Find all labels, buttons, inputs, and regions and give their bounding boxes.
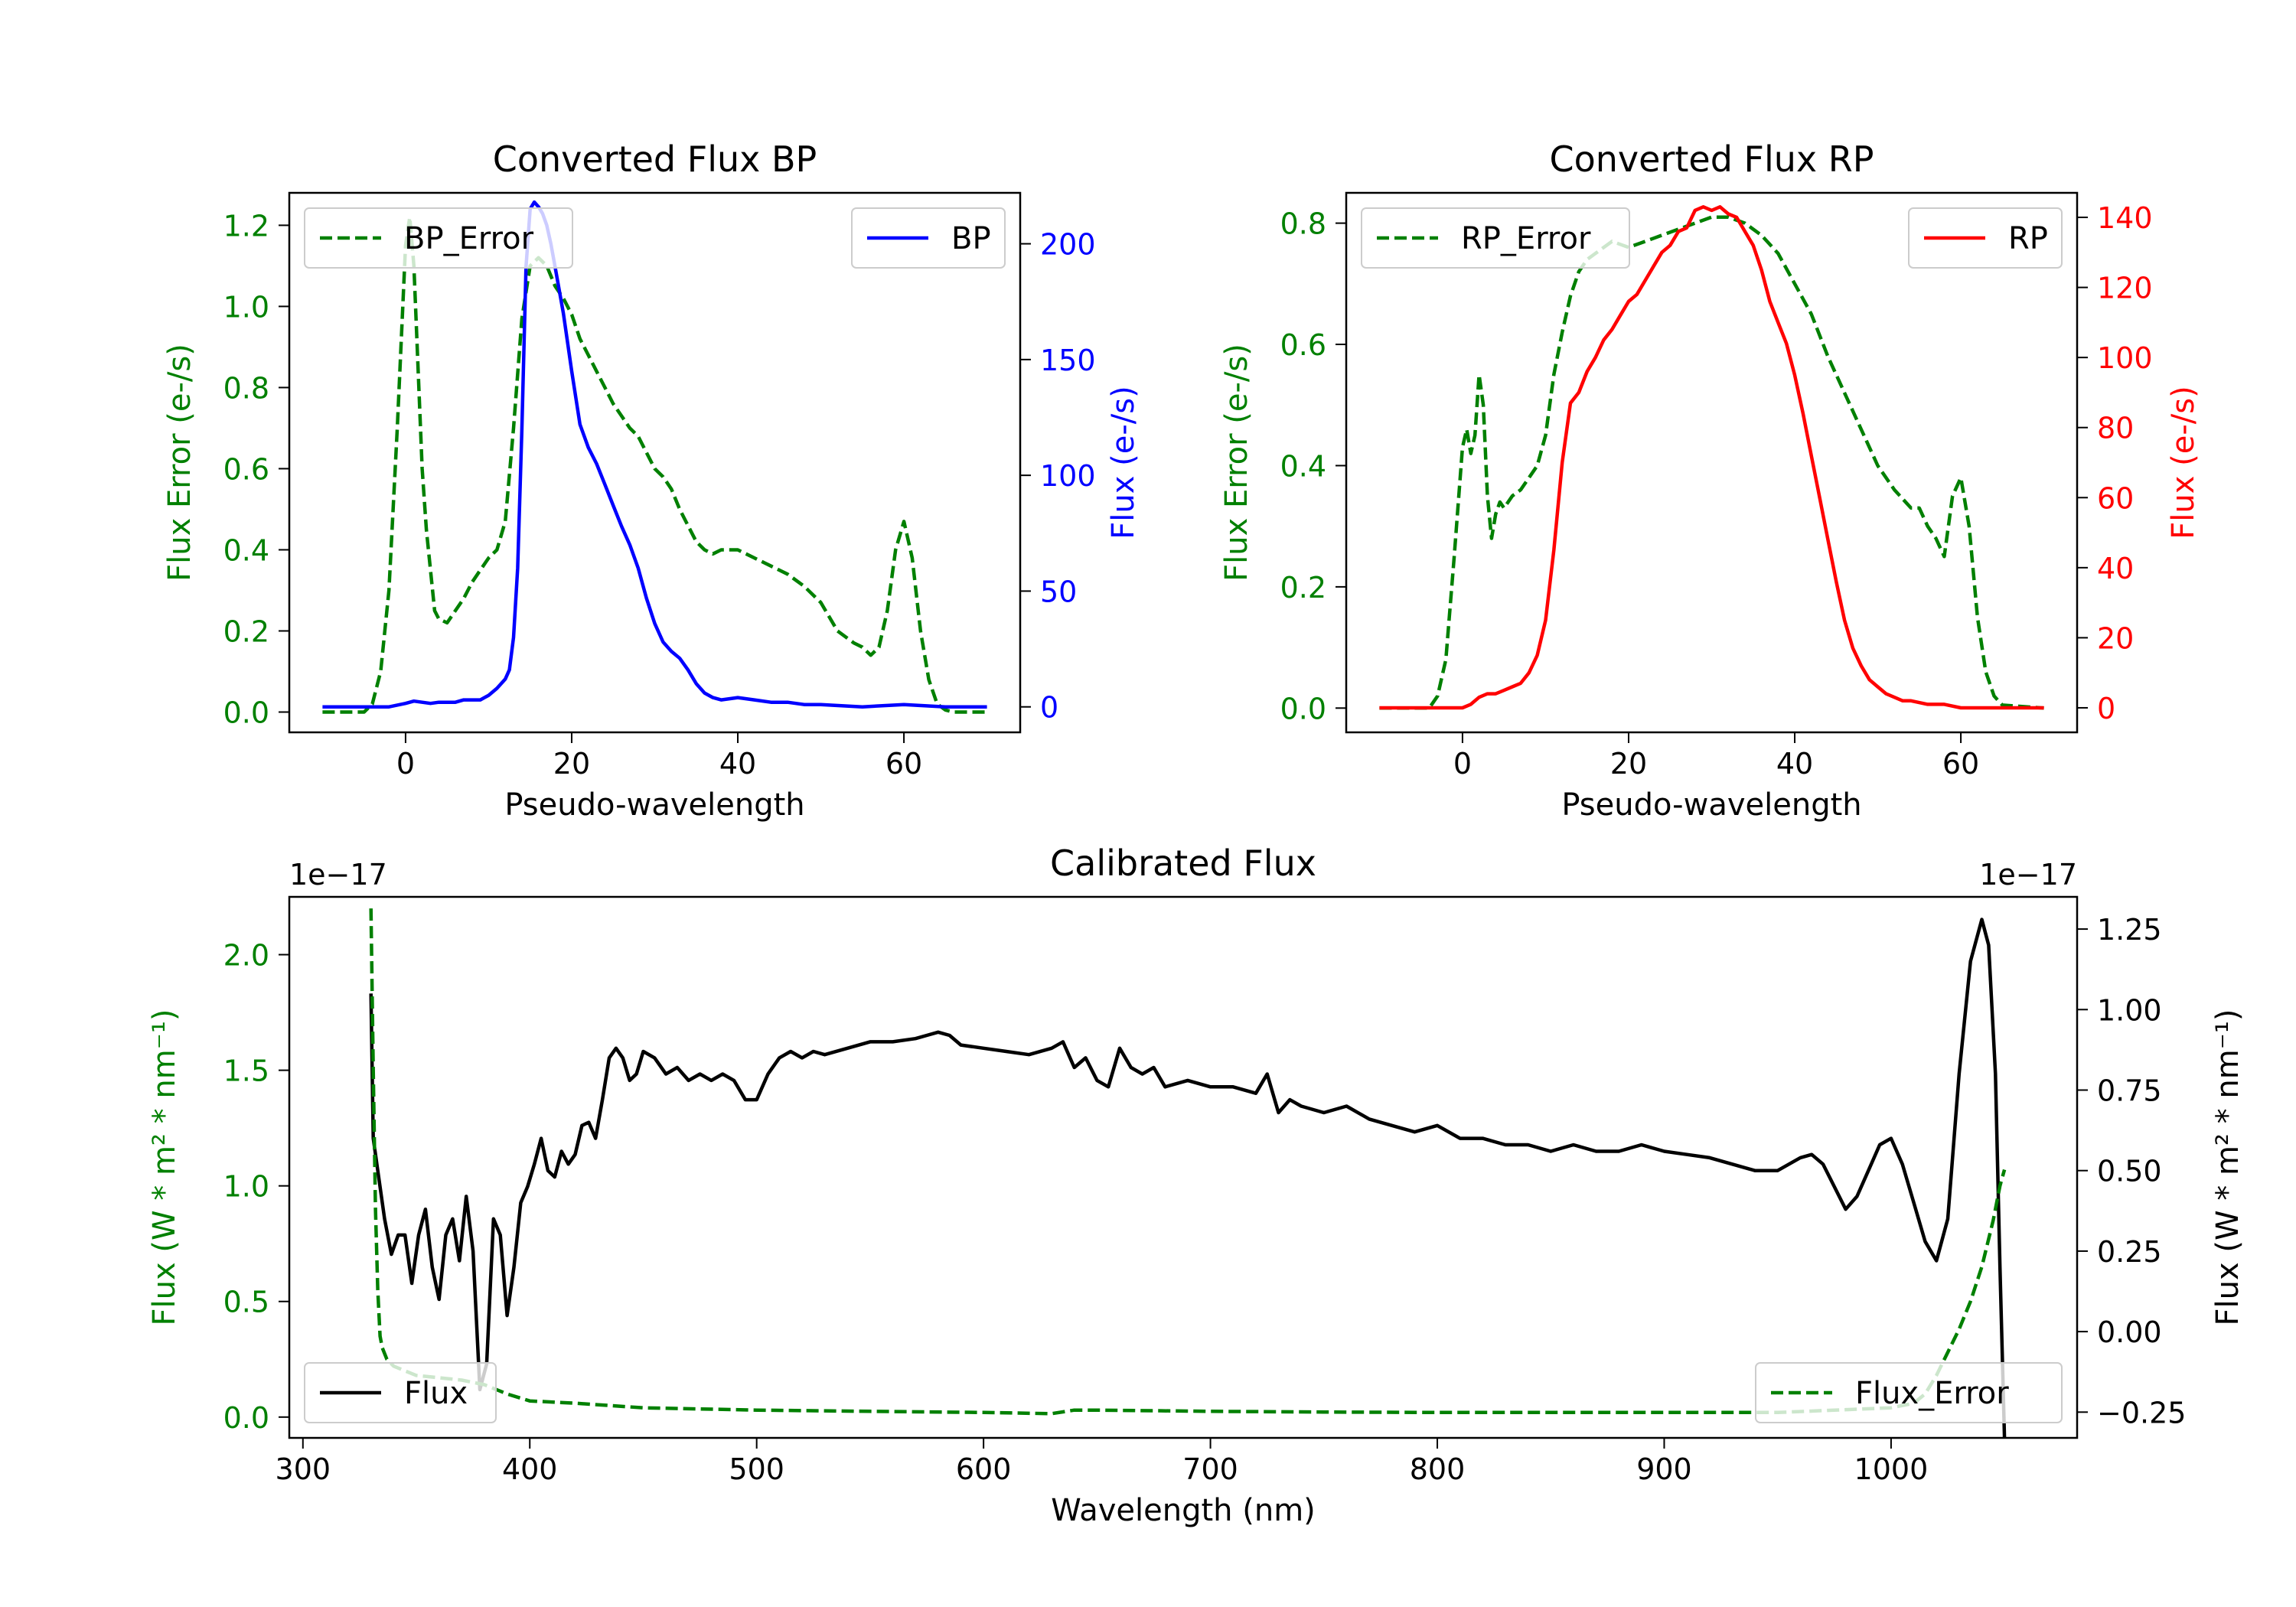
- right-y-tick-label: 0.00: [2097, 1315, 2162, 1349]
- legend-label: Flux: [404, 1376, 468, 1411]
- x-axis-label: Wavelength (nm): [1051, 1493, 1316, 1528]
- legend-label: BP: [951, 221, 991, 256]
- left-y-tick-label: 0.8: [223, 371, 269, 405]
- chart-title: Calibrated Flux: [1050, 843, 1316, 884]
- legend-flux-error: Flux_Error: [1755, 1362, 2063, 1423]
- legend-flux: Flux: [304, 1362, 497, 1423]
- x-tick-label: 800: [1410, 1452, 1466, 1486]
- right-axis-offset: 1e−17: [1979, 858, 2077, 892]
- axes-frame: [1345, 191, 2079, 734]
- x-tick-label: 60: [1942, 747, 1979, 781]
- right-y-tick-label: 1.00: [2097, 993, 2162, 1027]
- series-line-rp-error: [1379, 215, 2044, 710]
- legend-box: [1755, 1362, 2063, 1423]
- right-y-tick-label: 60: [2097, 481, 2134, 515]
- series-line-flux-error: [369, 908, 2007, 1416]
- left-y-tick-label: 0.0: [1280, 692, 1326, 725]
- right-y-tick-label: 140: [2097, 201, 2153, 235]
- left-y-tick-label: 2.0: [223, 939, 269, 973]
- right-y-tick-label: 0.25: [2097, 1235, 2162, 1269]
- right-y-tick-label: 100: [1040, 459, 1096, 493]
- left-y-tick-label: 0.4: [223, 533, 269, 567]
- series-line-rp: [1379, 205, 2044, 710]
- legend-rp-error: RP_Error: [1361, 207, 1630, 269]
- left-y-tick-label: 0.6: [223, 452, 269, 486]
- left-y-axis-label: Flux (W * m² * nm⁻¹): [147, 1009, 182, 1326]
- right-y-axis-label: Flux (W * m² * nm⁻¹): [2210, 1009, 2245, 1326]
- x-tick-label: 1000: [1854, 1452, 1929, 1486]
- legend-label: Flux_Error: [1855, 1376, 2009, 1411]
- right-y-tick-label: 100: [2097, 341, 2153, 375]
- left-y-tick-label: 0.4: [1280, 449, 1326, 483]
- right-y-tick-label: 150: [1040, 344, 1096, 377]
- chart-title: Converted Flux RP: [1550, 139, 1874, 180]
- left-y-tick-label: 1.0: [223, 290, 269, 324]
- chart-title: Converted Flux BP: [493, 139, 817, 180]
- right-y-tick-label: 20: [2097, 621, 2134, 655]
- x-tick-label: 400: [502, 1452, 558, 1486]
- left-y-tick-label: 0.2: [223, 614, 269, 648]
- left-y-tick-label: 0.6: [1280, 328, 1326, 362]
- legend-bp-error: BP_Error: [304, 207, 573, 269]
- x-tick-label: 20: [1610, 747, 1647, 781]
- chart-panel-1: 0 20 40 60 Pseudo-wavelength 0.0 0.2 0.4 0.6 0.8 1…: [162, 139, 1141, 823]
- x-tick-label: 40: [719, 747, 756, 781]
- left-axis-offset: 1e−17: [289, 858, 387, 892]
- right-y-tick-label: 80: [2097, 412, 2134, 445]
- axes-frame: [288, 191, 1022, 734]
- legend-label: RP_Error: [1461, 221, 1591, 256]
- left-y-tick-label: 1.5: [223, 1054, 269, 1088]
- right-y-tick-label: 200: [1040, 228, 1096, 262]
- chart-panel-2: 0 20 40 60 Pseudo-wavelength 0.0 0.2 0.4 0.6 0.8 F…: [1219, 139, 2201, 823]
- left-y-tick-label: 0.5: [223, 1286, 269, 1319]
- series-line-bp: [322, 200, 987, 709]
- x-tick-label: 900: [1636, 1452, 1692, 1486]
- x-tick-label: 600: [956, 1452, 1012, 1486]
- legend-box: [304, 207, 573, 269]
- left-y-tick-label: 0.2: [1280, 571, 1326, 605]
- left-y-tick-label: 1.2: [223, 209, 269, 243]
- right-y-tick-label: 0: [2097, 692, 2115, 725]
- left-y-tick-label: 0.0: [223, 1401, 269, 1435]
- left-y-axis-label: Flux Error (e-/s): [162, 344, 197, 582]
- x-tick-label: 700: [1182, 1452, 1238, 1486]
- legend-label: BP_Error: [404, 221, 534, 256]
- right-y-axis-label: Flux (e-/s): [2166, 386, 2201, 539]
- right-y-tick-label: 40: [2097, 552, 2134, 585]
- series-line-flux: [369, 918, 2007, 1438]
- x-tick-label: 500: [729, 1452, 784, 1486]
- axes-frame: [288, 895, 2079, 1439]
- legend-box: [1361, 207, 1630, 269]
- left-y-tick-label: 1.0: [223, 1170, 269, 1204]
- left-y-tick-label: 0.0: [223, 696, 269, 729]
- x-tick-label: 20: [553, 747, 590, 781]
- legend-rp: RP: [1908, 207, 2063, 269]
- chart-panel-3: 300 400 500 600 700 800 900 1000 Wavelength (nm)…: [147, 843, 2245, 1528]
- legend-box: [304, 1362, 497, 1423]
- x-tick-label: 60: [885, 747, 922, 781]
- right-y-tick-label: 0.50: [2097, 1155, 2162, 1188]
- right-y-tick-label: 120: [2097, 272, 2153, 305]
- right-y-tick-label: 50: [1040, 575, 1077, 608]
- x-axis-label: Pseudo-wavelength: [504, 787, 804, 823]
- right-y-tick-label: 1.25: [2097, 913, 2162, 947]
- right-y-axis-label: Flux (e-/s): [1106, 386, 1141, 539]
- left-y-tick-label: 0.8: [1280, 207, 1326, 241]
- legend-label: RP: [2008, 221, 2048, 256]
- x-axis-label: Pseudo-wavelength: [1561, 787, 1861, 823]
- left-y-axis-label: Flux Error (e-/s): [1219, 344, 1254, 582]
- right-y-tick-label: 0.75: [2097, 1074, 2162, 1108]
- legend-bp: BP: [851, 207, 1006, 269]
- series-line-bp-error: [322, 215, 987, 714]
- x-tick-label: 0: [1453, 747, 1472, 781]
- x-tick-label: 0: [396, 747, 415, 781]
- right-y-tick-label: 0: [1040, 691, 1058, 725]
- x-tick-label: 300: [276, 1452, 331, 1486]
- right-y-tick-label: −0.25: [2097, 1396, 2186, 1429]
- x-tick-label: 40: [1776, 747, 1813, 781]
